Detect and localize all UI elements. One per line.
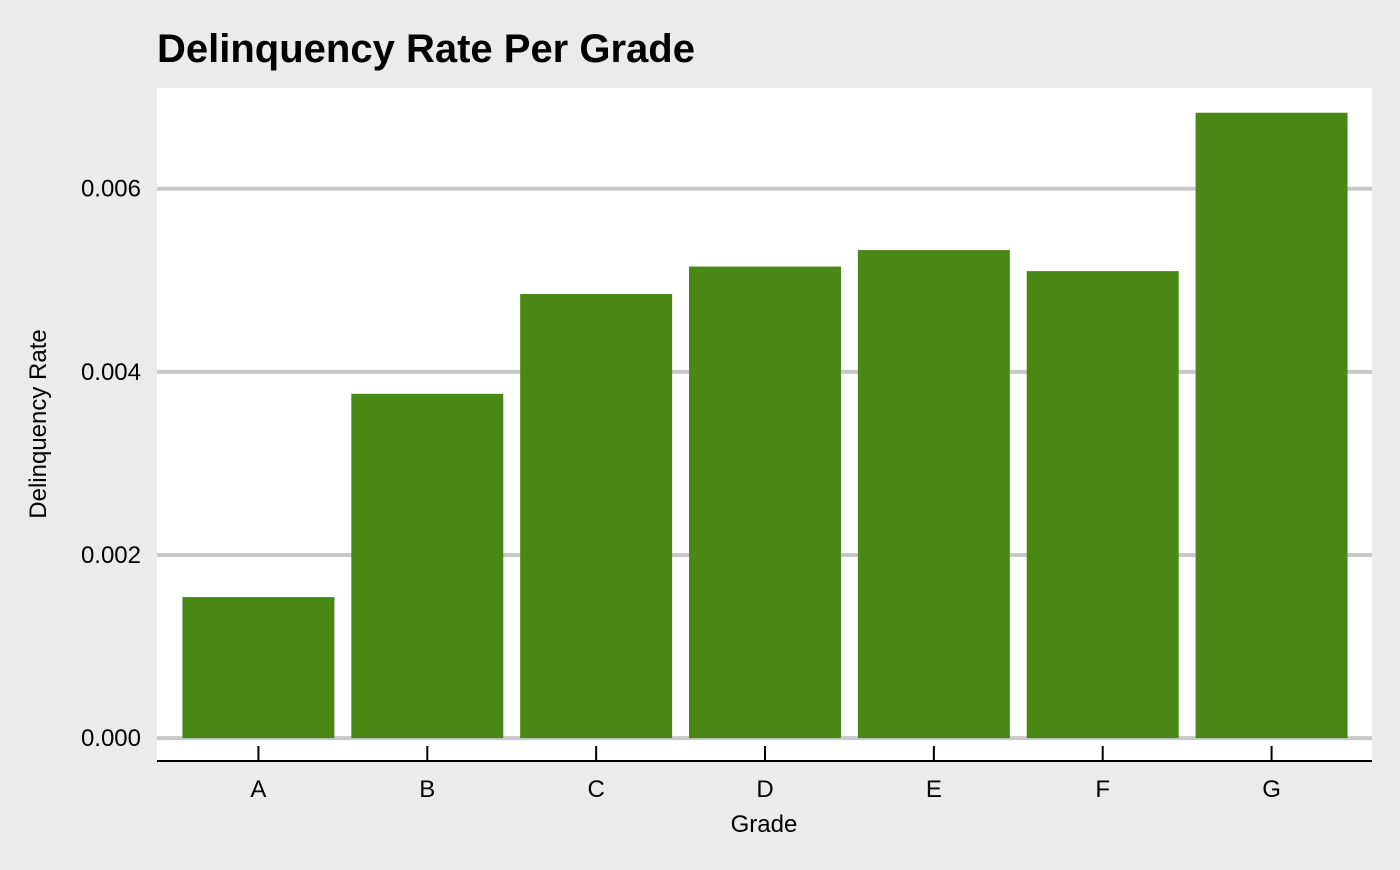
x-tick-label: C (587, 776, 604, 803)
bar-F (1026, 271, 1179, 739)
y-tick-label: 0.002 (81, 542, 141, 569)
bar-D (689, 266, 841, 739)
x-tick-label: B (419, 776, 435, 803)
bar-G (1195, 112, 1348, 739)
y-tick-label: 0.000 (81, 725, 141, 752)
bars (182, 112, 1348, 739)
x-tick-label: G (1262, 776, 1281, 803)
x-tick-label: D (756, 776, 773, 803)
x-tick-label: A (250, 776, 266, 803)
x-tick-label: F (1095, 776, 1110, 803)
x-tick-label: E (926, 776, 942, 803)
chart-title: Delinquency Rate Per Grade (157, 27, 695, 71)
bar-E (857, 250, 1010, 739)
bar-C (520, 294, 673, 739)
y-tick-label: 0.004 (81, 359, 141, 386)
y-axis: 0.000 0.002 0.004 0.006 (81, 176, 141, 752)
y-axis-title: Delinquency Rate (25, 329, 52, 518)
bar-B (351, 393, 504, 739)
x-axis-title: Grade (731, 811, 798, 838)
x-axis: A B C D E F G (250, 746, 1281, 803)
y-tick-label: 0.006 (81, 176, 141, 203)
bar-A (182, 597, 335, 739)
